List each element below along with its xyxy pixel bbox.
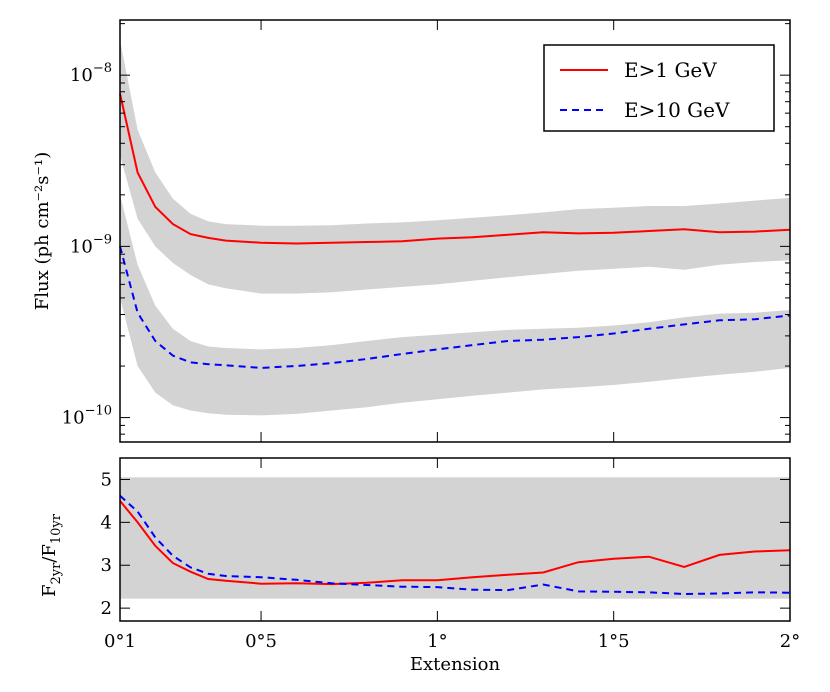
bottom-yticklabels: 2 3 4 5 [101, 469, 112, 619]
bottom-ylabel-sub1: 2yr [49, 562, 64, 585]
top-panel: 10−8 10−9 10−10 E>1 GeV E>10 GeV Flux (ph … [32, 19, 791, 443]
bottom-yticklabel: 5 [101, 469, 112, 490]
top-lines [119, 93, 791, 369]
top-yticklabel: 10−8 [70, 61, 112, 86]
line-e10gev [119, 246, 791, 369]
xlabel: Extension [410, 654, 501, 675]
bottom-panel: 2 3 4 5 0°1 0°5 1° 1°5 2° F2yr/F10yr Extension [39, 457, 800, 675]
band-e1gev [120, 40, 790, 294]
legend-label-e1gev: E>1 GeV [624, 58, 717, 82]
bottom-yticklabel: 3 [101, 555, 112, 576]
bottom-xticklabel: 0°5 [245, 631, 277, 652]
ratio-line-e1gev [119, 500, 791, 586]
top-ylabel: Flux (ph cm⁻²s⁻¹) [32, 152, 53, 310]
bottom-ticks [119, 458, 791, 621]
bottom-lines [119, 494, 791, 596]
bottom-ylabel-main: F [39, 585, 60, 598]
bottom-ylabel-sub2: 10yr [49, 513, 64, 544]
ratio-line-e10gev [119, 494, 791, 596]
bottom-xticklabel: 1°5 [598, 631, 630, 652]
bottom-xticklabel: 0°1 [104, 631, 136, 652]
top-bands [120, 40, 790, 416]
top-ticks [119, 20, 791, 442]
bottom-yticklabel: 4 [101, 512, 112, 533]
top-yticklabel: 10−10 [62, 404, 112, 429]
legend-box [543, 44, 775, 132]
bottom-axes-frame [119, 457, 791, 622]
top-axes-frame [119, 19, 791, 443]
bottom-ylabel-sep: /F [39, 544, 60, 563]
bottom-yticklabel: 2 [101, 598, 112, 619]
bottom-xticklabel: 1° [427, 631, 447, 652]
legend: E>1 GeV E>10 GeV [543, 44, 775, 132]
legend-label-e10gev: E>10 GeV [624, 98, 730, 122]
bottom-ylabel: F2yr/F10yr [39, 513, 64, 597]
bottom-xticklabel: 2° [780, 631, 800, 652]
top-yticklabel: 10−9 [70, 232, 112, 257]
line-e1gev [119, 93, 791, 245]
bottom-xticklabels: 0°1 0°5 1° 1°5 2° [104, 631, 800, 652]
top-yticklabels: 10−8 10−9 10−10 [62, 61, 112, 428]
band-e10gev [120, 194, 790, 416]
